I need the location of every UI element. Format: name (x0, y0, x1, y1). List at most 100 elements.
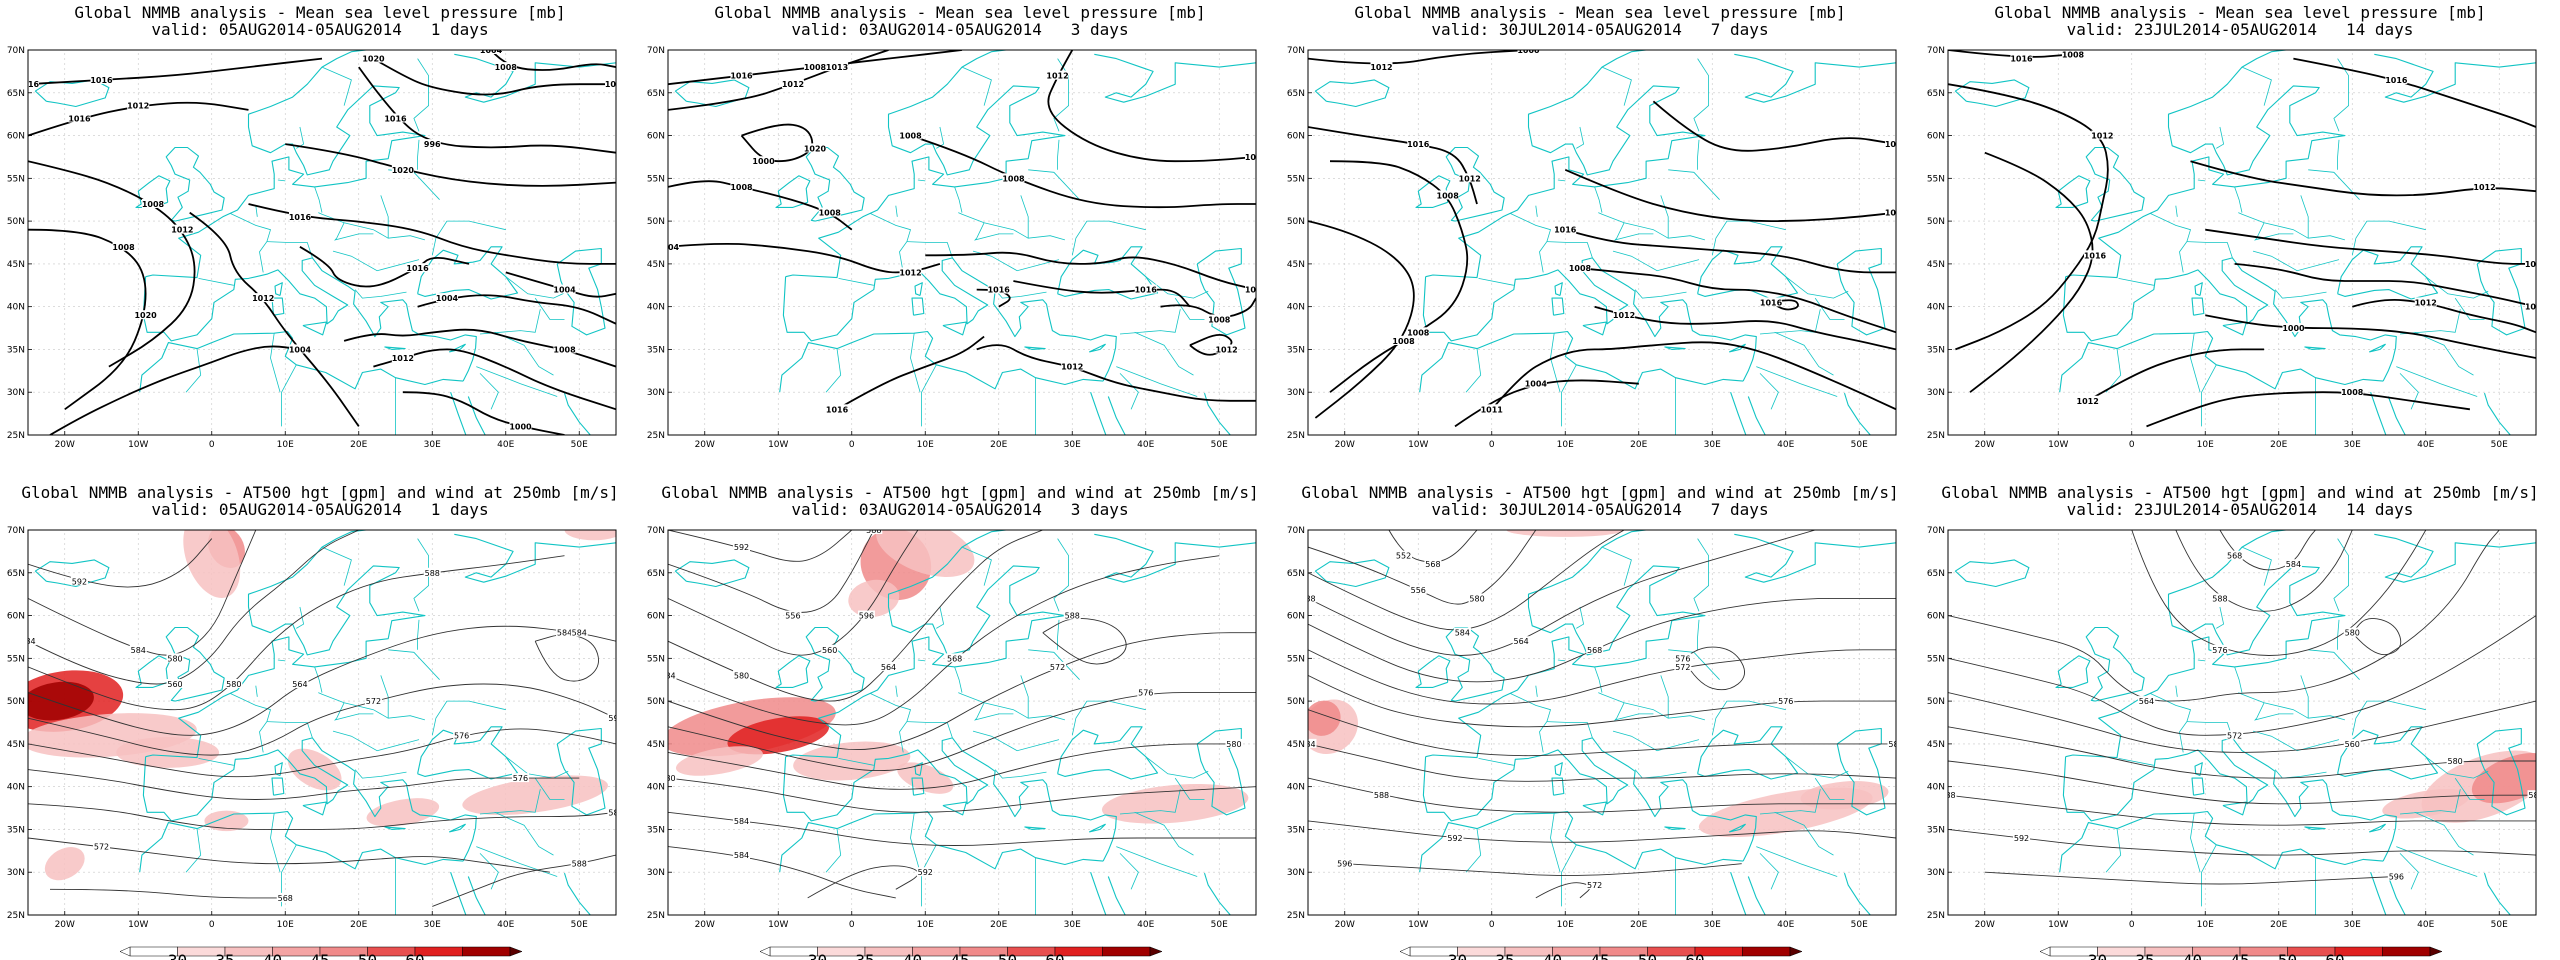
lat-tick-label: 55N (647, 174, 665, 184)
contour-label: 552 (1396, 552, 1411, 561)
contour-label: 1004 (1525, 380, 1548, 389)
contour-line (2293, 57, 2536, 128)
lat-tick-label: 30N (647, 868, 665, 878)
lon-tick-label: 20W (1335, 440, 1355, 450)
lon-tick-label: 40E (1137, 920, 1154, 930)
lon-tick-label: 10E (277, 440, 294, 450)
panel-title: Global NMMB analysis - AT500 hgt [gpm] a… (1301, 483, 1899, 502)
lon-tick-label: 10E (1557, 920, 1574, 930)
contour-label: 568 (947, 654, 962, 663)
lat-tick-label: 40N (1927, 303, 1945, 313)
contour-labels: 1012 1016 1008 1012 1016 1012 1016 1008 1012 1016… (1370, 50, 1907, 414)
lat-tick-label: 30N (7, 868, 25, 878)
contour-line (28, 769, 580, 800)
lon-tick-label: 20W (695, 920, 715, 930)
lat-tick-label: 45N (1287, 260, 1305, 270)
lat-tick-label: 30N (1287, 868, 1305, 878)
lat-tick-label: 50N (1927, 217, 1945, 227)
colorbar-label: 30 (2088, 951, 2107, 960)
lon-tick-label: 10W (2048, 440, 2068, 450)
contour-line (1535, 882, 1591, 899)
wind-colorbar: 30 35 40 45 50 60 (759, 946, 1163, 960)
contour-line (1948, 726, 2536, 779)
contour-label: 1020 (392, 166, 415, 175)
contour-label: 592 (608, 714, 623, 723)
lon-tick-label: 20E (1630, 440, 1647, 450)
contour-label: 584 (2528, 791, 2543, 800)
contour-label: 596 (859, 612, 874, 621)
contour-label: 1008 (553, 345, 576, 354)
colorbar-label: 50 (1638, 951, 1657, 960)
contour-label: 580 (660, 774, 675, 783)
contour-label: 564 (1514, 637, 1529, 646)
contour-label: 1004 (657, 243, 680, 252)
map-plot: 25N 30N 35N 40N 45N 50N 55N 60N 65N 70N 20W 10W 0 10E… (7, 46, 617, 450)
lon-tick-label: 50E (1211, 920, 1228, 930)
lat-tick-label: 60N (647, 132, 665, 142)
lat-tick-label: 60N (7, 132, 25, 142)
lon-tick-label: 20W (1975, 920, 1995, 930)
contour-line (668, 811, 1256, 846)
lon-tick-label: 20E (350, 920, 367, 930)
lat-tick-label: 45N (7, 740, 25, 750)
contour-label: 1020 (134, 311, 157, 320)
contour-label: 576 (1675, 654, 1690, 663)
contour-line (1948, 828, 2536, 856)
lat-tick-label: 60N (7, 612, 25, 622)
lat-tick-label: 45N (1927, 740, 1945, 750)
contour-label: 1012 (899, 268, 921, 277)
contour-label: 1008 (1392, 337, 1415, 346)
lat-tick-label: 50N (1287, 217, 1305, 227)
colorbar-label: 30 (1448, 951, 1467, 960)
contour-line (372, 57, 616, 96)
contour-line (668, 530, 875, 613)
lat-tick-label: 30N (1927, 388, 1945, 398)
contour-label: 584 (1455, 629, 1470, 638)
lat-tick-label: 65N (1287, 89, 1305, 99)
contour-line (2131, 530, 2427, 656)
coastlines (34, 530, 616, 915)
country-borders (1465, 58, 1849, 435)
contour-label: 1008 (730, 183, 753, 192)
contour-label: 572 (1050, 663, 1065, 672)
colorbar-label: 60 (405, 951, 424, 960)
contour-label: 1000 (2282, 324, 2305, 333)
contour-label: 1016 (988, 286, 1011, 295)
contour-label: 1016 (2385, 76, 2408, 85)
lon-tick-label: 0 (2129, 920, 2135, 930)
panel-title: Global NMMB analysis - AT500 hgt [gpm] a… (21, 483, 619, 502)
contour-line (1308, 777, 1896, 813)
contour-line (28, 530, 359, 685)
lat-tick-label: 25N (7, 431, 25, 441)
contour-label: 1012 (1885, 209, 1907, 218)
contour-line (1308, 820, 1896, 843)
lat-tick-label: 65N (647, 569, 665, 579)
contour-label: 1012 (252, 294, 274, 303)
contour-label: 1012 (1370, 63, 1392, 72)
contour-line (1308, 649, 1896, 705)
jet-core (28, 681, 94, 721)
lat-tick-label: 65N (1287, 569, 1305, 579)
contour-label: 592 (2014, 834, 2029, 843)
contour-label: 1012 (2473, 183, 2495, 192)
contour-line (373, 348, 616, 411)
contour-line (28, 728, 616, 778)
lat-tick-label: 25N (647, 431, 665, 441)
lat-tick-label: 60N (1927, 612, 1945, 622)
lat-tick-label: 65N (7, 89, 25, 99)
contour-line (28, 228, 147, 411)
contour-line (1308, 220, 1415, 419)
contour-label: 1004 (436, 294, 459, 303)
contour-line (1308, 530, 1816, 656)
contour-label: 1008 (1208, 316, 1231, 325)
colorbar-label: 35 (215, 951, 234, 960)
z500-wind-panel: Global NMMB analysis - AT500 hgt [gpm] a… (640, 480, 1280, 960)
contour-label: 572 (94, 843, 109, 852)
map-plot: 25N 30N 35N 40N 45N 50N 55N 60N 65N 70N 20W 10W 0 10E… (1287, 526, 1897, 960)
contour-line (1594, 305, 1896, 351)
lat-tick-label: 65N (647, 89, 665, 99)
lat-tick-label: 40N (1927, 783, 1945, 793)
contour-label: 1016 (826, 405, 849, 414)
contour-label: 564 (292, 680, 307, 689)
panel-valid-period: valid: 05AUG2014-05AUG2014 1 days (151, 20, 489, 39)
